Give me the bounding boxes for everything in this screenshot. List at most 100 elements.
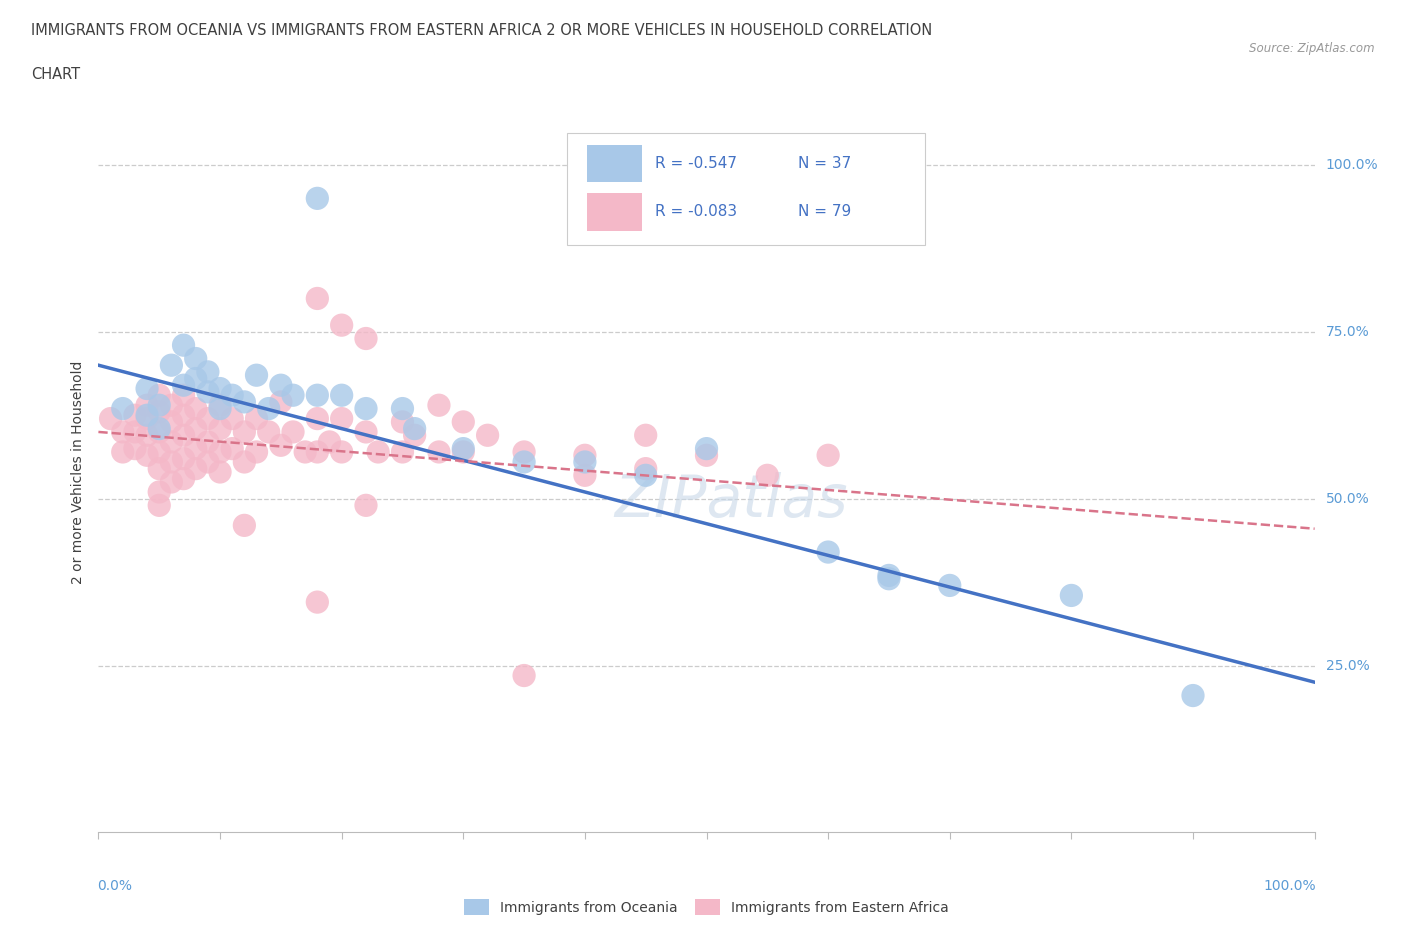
Point: [1182, 688, 1205, 703]
Text: R = -0.547: R = -0.547: [655, 156, 737, 171]
Point: [245, 411, 267, 426]
Text: CHART: CHART: [31, 67, 80, 82]
Point: [136, 428, 159, 443]
Bar: [588, 193, 643, 231]
Point: [427, 445, 450, 459]
Point: [160, 358, 183, 373]
Text: N = 79: N = 79: [797, 205, 851, 219]
Point: [696, 448, 718, 463]
Point: [1060, 588, 1083, 603]
Point: [184, 371, 207, 386]
Point: [197, 411, 219, 426]
Point: [136, 381, 159, 396]
Point: [354, 498, 377, 512]
Point: [257, 424, 280, 439]
Point: [184, 401, 207, 416]
Point: [281, 388, 304, 403]
Point: [574, 448, 596, 463]
Point: [877, 571, 900, 586]
Point: [136, 408, 159, 423]
Point: [354, 401, 377, 416]
Point: [173, 428, 195, 443]
Point: [184, 421, 207, 436]
Point: [209, 381, 232, 396]
Point: [160, 398, 183, 413]
Point: [513, 668, 536, 683]
Point: [160, 474, 183, 489]
Point: [148, 421, 170, 436]
Point: [184, 461, 207, 476]
Point: [100, 411, 122, 426]
Point: [756, 468, 779, 483]
Point: [307, 411, 329, 426]
Point: [148, 405, 170, 419]
Text: 100.0%: 100.0%: [1326, 158, 1378, 172]
Point: [307, 388, 329, 403]
Point: [136, 448, 159, 463]
Point: [391, 401, 413, 416]
Point: [513, 455, 536, 470]
Point: [453, 441, 475, 456]
Point: [148, 461, 170, 476]
Point: [197, 384, 219, 399]
Point: [184, 352, 207, 366]
Point: [270, 438, 292, 453]
Point: [453, 415, 475, 430]
Point: [221, 411, 243, 426]
Point: [173, 472, 195, 486]
Point: [124, 441, 146, 456]
Bar: [588, 145, 643, 182]
Point: [148, 424, 170, 439]
Point: [574, 468, 596, 483]
Point: [124, 408, 146, 423]
Point: [354, 424, 377, 439]
Point: [221, 441, 243, 456]
Point: [513, 445, 536, 459]
FancyBboxPatch shape: [567, 133, 925, 245]
Point: [173, 451, 195, 466]
Point: [173, 388, 195, 403]
Point: [281, 424, 304, 439]
Point: [173, 408, 195, 423]
Point: [330, 318, 353, 333]
Point: [817, 448, 839, 463]
Y-axis label: 2 or more Vehicles in Household: 2 or more Vehicles in Household: [72, 360, 86, 584]
Point: [209, 421, 232, 436]
Point: [367, 445, 389, 459]
Point: [307, 291, 329, 306]
Text: Source: ZipAtlas.com: Source: ZipAtlas.com: [1250, 42, 1375, 55]
Point: [330, 388, 353, 403]
Point: [330, 445, 353, 459]
Point: [111, 445, 134, 459]
Point: [160, 415, 183, 430]
Point: [391, 415, 413, 430]
Point: [233, 424, 256, 439]
Point: [221, 388, 243, 403]
Point: [148, 398, 170, 413]
Point: [184, 441, 207, 456]
Point: [160, 455, 183, 470]
Point: [209, 401, 232, 416]
Point: [173, 378, 195, 392]
Point: [209, 465, 232, 480]
Point: [477, 428, 499, 443]
Point: [257, 401, 280, 416]
Point: [111, 401, 134, 416]
Point: [404, 421, 426, 436]
Point: [233, 394, 256, 409]
Point: [197, 434, 219, 449]
Point: [634, 468, 657, 483]
Point: [330, 411, 353, 426]
Point: [245, 445, 267, 459]
Point: [197, 365, 219, 379]
Point: [209, 445, 232, 459]
Point: [160, 434, 183, 449]
Text: 0.0%: 0.0%: [97, 879, 132, 893]
Point: [307, 445, 329, 459]
Point: [197, 455, 219, 470]
Legend: Immigrants from Oceania, Immigrants from Eastern Africa: Immigrants from Oceania, Immigrants from…: [464, 899, 949, 915]
Point: [391, 445, 413, 459]
Point: [148, 485, 170, 499]
Point: [173, 338, 195, 352]
Point: [877, 568, 900, 583]
